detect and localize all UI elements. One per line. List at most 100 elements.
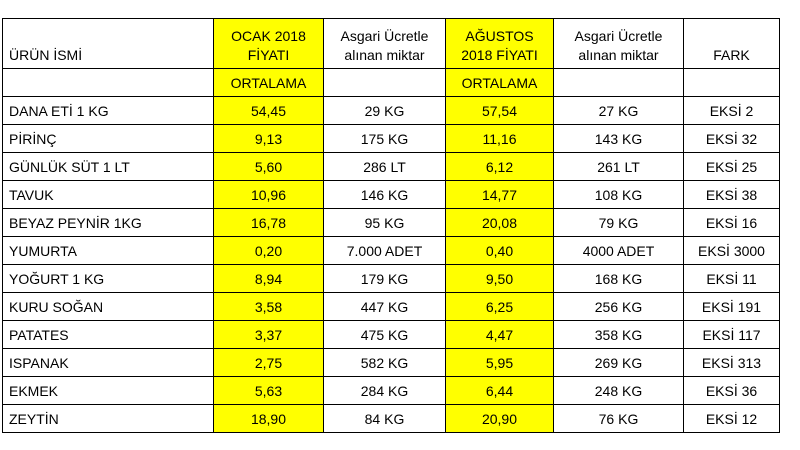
header-row: ÜRÜN İSMİ OCAK 2018 FİYATI Asgari Ücretle al…: [2, 18, 780, 69]
header-line: 2018 FİYATI: [461, 47, 538, 63]
data-row: GÜNLÜK SÜT 1 LT 5,60 286 LT 6,12 261 LT EKSİ …: [2, 152, 780, 181]
cell: EKSİ 12: [683, 404, 780, 433]
cell: 95 KG: [323, 208, 446, 237]
cell: PİRİNÇ: [2, 124, 214, 153]
header-cell: FARK: [683, 18, 780, 69]
cell: 20,90: [445, 404, 554, 433]
cell: EKSİ 25: [683, 152, 780, 181]
cell: 79 KG: [553, 208, 684, 237]
data-row: KURU SOĞAN 3,58 447 KG 6,25 256 KG EKSİ 191: [2, 292, 780, 321]
cell: EKSİ 3000: [683, 236, 780, 265]
cell: 7.000 ADET: [323, 236, 446, 265]
cell: ZEYTİN: [2, 404, 214, 433]
header-cell: Asgari Ücretle alınan miktar: [323, 18, 446, 69]
cell: 9,13: [213, 124, 324, 153]
cell: 5,95: [445, 348, 554, 377]
data-row: TAVUK 10,96 146 KG 14,77 108 KG EKSİ 38: [2, 180, 780, 209]
cell: EKSİ 2: [683, 96, 780, 125]
data-row: EKMEK 5,63 284 KG 6,44 248 KG EKSİ 36: [2, 376, 780, 405]
cell: 108 KG: [553, 180, 684, 209]
data-row: YOĞURT 1 KG 8,94 179 KG 9,50 168 KG EKSİ 11: [2, 264, 780, 293]
cell: 0,20: [213, 236, 324, 265]
cell: 3,58: [213, 292, 324, 321]
cell: 54,45: [213, 96, 324, 125]
cell: 146 KG: [323, 180, 446, 209]
cell: YUMURTA: [2, 236, 214, 265]
subheader-cell: [2, 68, 214, 97]
cell: 143 KG: [553, 124, 684, 153]
cell: 2,75: [213, 348, 324, 377]
cell: PATATES: [2, 320, 214, 349]
header-cell: ÜRÜN İSMİ: [2, 18, 214, 69]
header-cell: AĞUSTOS 2018 FİYATI: [445, 18, 554, 69]
cell: 9,50: [445, 264, 554, 293]
cell: EKMEK: [2, 376, 214, 405]
cell: 475 KG: [323, 320, 446, 349]
cell: TAVUK: [2, 180, 214, 209]
header-line: Asgari Ücretle: [574, 28, 663, 44]
cell: ISPANAK: [2, 348, 214, 377]
cell: EKSİ 11: [683, 264, 780, 293]
cell: 447 KG: [323, 292, 446, 321]
header-cell: OCAK 2018 FİYATI: [213, 18, 324, 69]
header-line: alınan miktar: [578, 47, 659, 63]
cell: 27 KG: [553, 96, 684, 125]
cell: 20,08: [445, 208, 554, 237]
cell: 248 KG: [553, 376, 684, 405]
cell: 0,40: [445, 236, 554, 265]
cell: 261 LT: [553, 152, 684, 181]
cell: 179 KG: [323, 264, 446, 293]
cell: KURU SOĞAN: [2, 292, 214, 321]
subheader-cell: ORTALAMA: [445, 68, 554, 97]
data-row: PİRİNÇ 9,13 175 KG 11,16 143 KG EKSİ 32: [2, 124, 780, 153]
cell: YOĞURT 1 KG: [2, 264, 214, 293]
cell: 16,78: [213, 208, 324, 237]
cell: BEYAZ PEYNİR 1KG: [2, 208, 214, 237]
header-cell: Asgari Ücretle alınan miktar: [553, 18, 684, 69]
cell: 14,77: [445, 180, 554, 209]
cell: 284 KG: [323, 376, 446, 405]
data-row: PATATES 3,37 475 KG 4,47 358 KG EKSİ 117: [2, 320, 780, 349]
cell: 6,25: [445, 292, 554, 321]
data-row: BEYAZ PEYNİR 1KG 16,78 95 KG 20,08 79 KG EKSİ…: [2, 208, 780, 237]
subheader-row: ORTALAMA ORTALAMA: [2, 68, 780, 97]
cell: EKSİ 117: [683, 320, 780, 349]
cell: EKSİ 313: [683, 348, 780, 377]
cell: 582 KG: [323, 348, 446, 377]
cell: 10,96: [213, 180, 324, 209]
subheader-cell: [323, 68, 446, 97]
header-line: alınan miktar: [344, 47, 425, 63]
cell: 5,60: [213, 152, 324, 181]
data-row: DANA ETİ 1 KG 54,45 29 KG 57,54 27 KG EKSİ 2: [2, 96, 780, 125]
cell: 8,94: [213, 264, 324, 293]
price-table: ÜRÜN İSMİ OCAK 2018 FİYATI Asgari Ücretle al…: [2, 18, 780, 433]
cell: 29 KG: [323, 96, 446, 125]
header-line: ÜRÜN İSMİ: [9, 47, 83, 63]
cell: EKSİ 36: [683, 376, 780, 405]
cell: 4,47: [445, 320, 554, 349]
cell: 6,12: [445, 152, 554, 181]
data-row: ZEYTİN 18,90 84 KG 20,90 76 KG EKSİ 12: [2, 404, 780, 433]
cell: EKSİ 191: [683, 292, 780, 321]
subheader-cell: [553, 68, 684, 97]
cell: 269 KG: [553, 348, 684, 377]
cell: 6,44: [445, 376, 554, 405]
cell: 4000 ADET: [553, 236, 684, 265]
header-line: OCAK 2018: [231, 28, 306, 44]
cell: 18,90: [213, 404, 324, 433]
cell: 57,54: [445, 96, 554, 125]
cell: 286 LT: [323, 152, 446, 181]
header-line: FARK: [713, 47, 750, 63]
cell: DANA ETİ 1 KG: [2, 96, 214, 125]
cell: 3,37: [213, 320, 324, 349]
cell: EKSİ 32: [683, 124, 780, 153]
cell: 84 KG: [323, 404, 446, 433]
cell: EKSİ 16: [683, 208, 780, 237]
cell: EKSİ 38: [683, 180, 780, 209]
header-line: AĞUSTOS: [465, 28, 534, 44]
cell: GÜNLÜK SÜT 1 LT: [2, 152, 214, 181]
header-line: Asgari Ücretle: [340, 28, 429, 44]
cell: 5,63: [213, 376, 324, 405]
cell: 175 KG: [323, 124, 446, 153]
